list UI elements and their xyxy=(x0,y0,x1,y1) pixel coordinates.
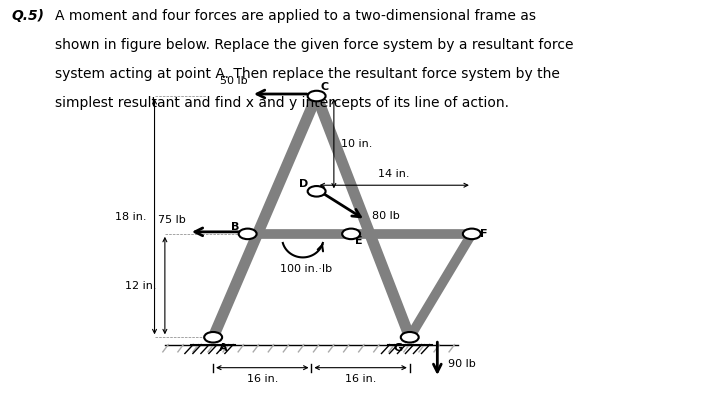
Text: E: E xyxy=(355,236,362,246)
Circle shape xyxy=(204,332,222,342)
Text: 50 lb: 50 lb xyxy=(220,76,247,86)
Text: 18 in.: 18 in. xyxy=(115,212,146,222)
Circle shape xyxy=(308,91,326,101)
Text: A: A xyxy=(218,343,228,353)
Text: shown in figure below. Replace the given force system by a resultant force: shown in figure below. Replace the given… xyxy=(54,38,573,52)
Text: 16 in.: 16 in. xyxy=(345,374,376,384)
Text: A moment and four forces are applied to a two-dimensional frame as: A moment and four forces are applied to … xyxy=(54,9,535,23)
Text: 14 in.: 14 in. xyxy=(378,169,410,179)
Text: D: D xyxy=(299,179,308,189)
Text: 80 lb: 80 lb xyxy=(373,211,400,221)
Text: system acting at point A. Then replace the resultant force system by the: system acting at point A. Then replace t… xyxy=(54,67,559,81)
Text: 16 in.: 16 in. xyxy=(247,374,278,384)
Text: F: F xyxy=(480,229,488,239)
Text: G: G xyxy=(394,343,403,353)
Text: 12 in.: 12 in. xyxy=(125,281,156,291)
Circle shape xyxy=(342,229,360,239)
Text: B: B xyxy=(231,222,240,232)
Circle shape xyxy=(463,229,481,239)
Circle shape xyxy=(401,332,419,342)
Text: 90 lb: 90 lb xyxy=(448,359,475,369)
Text: 10 in.: 10 in. xyxy=(341,139,372,149)
Circle shape xyxy=(308,186,326,196)
Text: 100 in.·lb: 100 in.·lb xyxy=(280,264,332,274)
Circle shape xyxy=(239,229,257,239)
Text: C: C xyxy=(320,82,328,92)
Text: Q.5): Q.5) xyxy=(11,9,44,23)
Text: 75 lb: 75 lb xyxy=(158,215,185,225)
Text: simplest resultant and find x and y intercepts of its line of action.: simplest resultant and find x and y inte… xyxy=(54,97,508,111)
